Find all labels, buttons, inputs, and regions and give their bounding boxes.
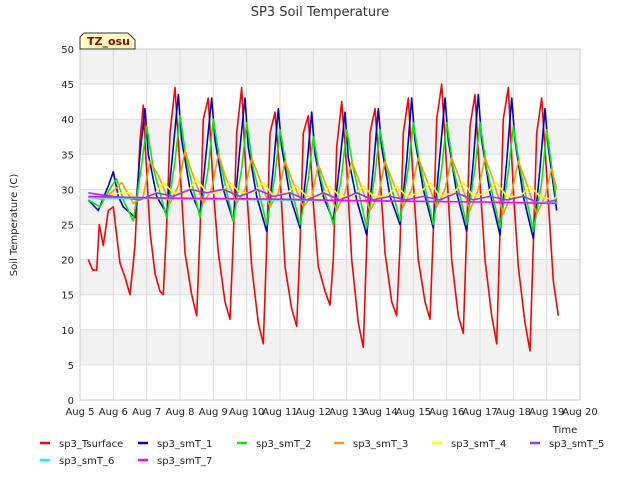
x-tick-label: Aug 14 [362,407,397,418]
tz-label: TZ_osu [87,35,130,48]
series-line-sp3_smT_7 [88,195,557,205]
x-tick-label: Aug 13 [329,407,364,418]
series-line-sp3_smT_5 [88,188,557,205]
x-tick-label: Aug 11 [262,407,297,418]
x-tick-label: Aug 8 [165,407,194,418]
plot-band [80,119,580,155]
series-line-sp3_smT_1 [87,93,558,240]
x-tick-label: Aug 6 [99,407,128,418]
legend-label: sp3_Tsurface [59,439,123,450]
legend-label: sp3_smT_2 [256,439,311,450]
legend-label: sp3_smT_5 [549,439,604,450]
y-tick-label: 25 [61,221,74,232]
x-tick-label: Aug 7 [132,407,161,418]
legend-label: sp3_smT_7 [157,456,212,467]
legend-label: sp3_smT_6 [59,456,114,467]
y-tick-label: 40 [61,115,74,126]
plot-band [80,49,580,85]
legend-label: sp3_smT_4 [451,439,506,450]
x-tick-label: Aug 17 [462,407,497,418]
series-line-sp3_smT_4 [88,178,558,201]
x-tick-label: Aug 16 [429,407,464,418]
legend-label: sp3_smT_1 [157,439,212,450]
y-tick-label: 0 [68,396,74,407]
y-tick-label: 20 [61,256,74,267]
series-lines [87,83,560,352]
x-tick-label: Aug 10 [229,407,264,418]
axes: 0 5 10 15 20 25 30 35 40 45 50 Aug 5 Aug 6 Aug 7 Aug 8… [61,45,597,418]
legend: sp3_Tsurface sp3_smT_1 sp3_smT_2 sp3_smT_3 s… [40,439,604,467]
y-tick-label: 5 [68,361,74,372]
y-axis-title: Soil Temperature (C) [9,174,20,277]
x-tick-label: Aug 18 [496,407,531,418]
y-tick-label: 45 [61,80,74,91]
y-tick-label: 35 [61,150,74,161]
y-tick-label: 50 [61,45,74,56]
y-tick-label: 15 [61,291,74,302]
plot-border [79,48,581,401]
x-tick-label: Aug 5 [65,407,94,418]
plot-band [80,329,580,365]
legend-label: sp3_smT_3 [353,439,408,450]
tz-annotation: TZ_osu [79,32,136,50]
x-tick-label: Aug 12 [296,407,331,418]
y-tick-label: 10 [61,326,74,337]
x-axis-title: Time [552,425,577,436]
x-tick-label: Aug 20 [562,407,597,418]
tz-label-box [79,32,136,50]
x-tick-label: Aug 19 [529,407,564,418]
plot-band [80,259,580,295]
x-tick-label: Aug 15 [396,407,431,418]
x-tick-label: Aug 9 [199,407,228,418]
y-tick-label: 30 [61,185,74,196]
chart-title: SP3 Soil Temperature [251,5,389,20]
